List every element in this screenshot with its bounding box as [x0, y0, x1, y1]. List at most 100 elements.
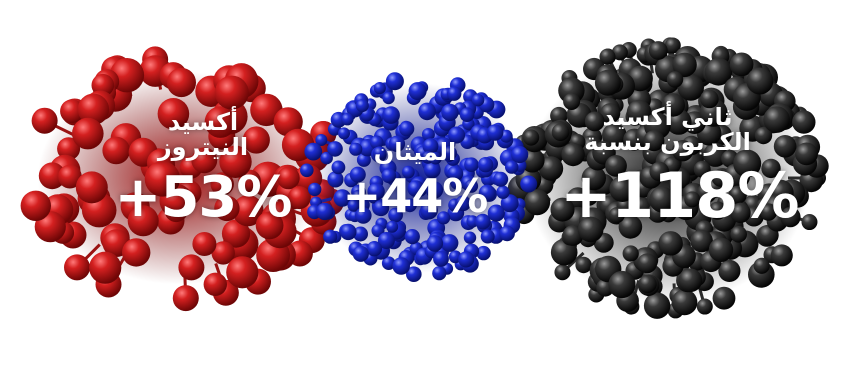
- ch4-atom: [455, 195, 471, 212]
- co2-atom: [605, 155, 627, 177]
- ch4-atom: [511, 146, 529, 164]
- ch4-atom: [478, 184, 496, 202]
- ch4-atom: [392, 257, 411, 275]
- n2o-atom: [242, 126, 270, 154]
- co2-atom: [661, 93, 685, 117]
- ch4-atom: [382, 91, 395, 105]
- n2o-value: +53%: [114, 165, 293, 231]
- n2o-atom: [226, 256, 259, 289]
- ch4-atom: [403, 198, 417, 213]
- ch4-atom: [355, 99, 369, 113]
- co2-atom: [759, 203, 778, 221]
- co2-atom: [643, 292, 671, 319]
- ch4-molecule-cluster: [300, 72, 538, 283]
- co2-atom: [611, 44, 628, 61]
- n2o-atom: [287, 186, 311, 210]
- co2-atom: [648, 41, 668, 60]
- ch4-atom: [349, 166, 366, 183]
- co2-atom: [666, 71, 684, 88]
- n2o-atom: [127, 205, 159, 237]
- ch4-atom: [496, 185, 510, 199]
- co2-atom: [602, 123, 627, 148]
- ch4-atom: [320, 151, 333, 165]
- n2o-atom: [214, 75, 249, 110]
- co2-atom: [664, 37, 681, 54]
- n2o-atom: [38, 162, 66, 190]
- ch4-atom: [441, 103, 459, 122]
- ch4-value: +44%: [342, 169, 489, 224]
- co2-atom: [631, 196, 652, 218]
- co2-atom: [792, 110, 816, 134]
- ch4-atom: [407, 180, 425, 198]
- co2-name-line2: الكربون بنسبة: [584, 128, 751, 157]
- co2-atom: [524, 189, 551, 216]
- n2o-atom: [144, 161, 181, 197]
- co2-molecule-cluster: [507, 37, 829, 319]
- co2-atom: [600, 103, 621, 124]
- n2o-atom: [172, 285, 199, 312]
- co2-atom: [637, 253, 658, 274]
- ch4-atom: [352, 245, 369, 262]
- ch4-atom: [323, 229, 338, 244]
- co2-name-line1: ثاني أكسيد: [602, 103, 733, 131]
- ch4-atom: [520, 175, 538, 193]
- ch4-atom: [356, 152, 371, 167]
- n2o-atom: [255, 211, 284, 240]
- ch4-atom: [420, 201, 438, 220]
- ch4-atom: [381, 168, 397, 184]
- ch4-atom: [366, 241, 383, 257]
- ch4-atom: [440, 234, 459, 252]
- ch4-atom: [308, 182, 322, 197]
- n2o-atom: [203, 272, 227, 296]
- ch4-atom: [447, 86, 462, 101]
- ch4-atom: [377, 232, 395, 249]
- co2-atom: [712, 286, 736, 310]
- ch4-atom: [300, 163, 314, 178]
- co2-atom: [704, 58, 733, 86]
- ch4-atom: [373, 199, 390, 217]
- co2-atom: [672, 140, 694, 162]
- ch4-atom: [338, 127, 350, 140]
- n2o-atom: [221, 219, 251, 248]
- ch4-atom: [421, 128, 435, 141]
- n2o-atom: [57, 137, 81, 161]
- ch4-atom: [386, 220, 399, 233]
- n2o-atom: [77, 93, 110, 126]
- ch4-atom: [372, 146, 387, 160]
- n2o-atom: [214, 195, 240, 222]
- n2o-atom: [89, 251, 122, 284]
- co2-atom: [523, 129, 540, 146]
- co2-atom: [551, 123, 570, 141]
- n2o-atom: [72, 117, 104, 150]
- co2-atom: [770, 244, 793, 267]
- ch4-atom: [327, 141, 343, 157]
- co2-atom: [708, 201, 727, 220]
- co2-atom: [729, 52, 754, 77]
- co2-atom: [795, 142, 818, 166]
- n2o-molecule-cluster: [20, 46, 345, 312]
- co2-atom: [684, 191, 701, 208]
- ch4-name: الميثان: [373, 138, 457, 166]
- ch4-atom: [499, 225, 515, 242]
- ch4-atom: [304, 142, 323, 161]
- co2-atom: [577, 216, 604, 243]
- n2o-atom: [58, 164, 82, 189]
- ch4-atom: [331, 160, 346, 175]
- n2o-atom: [211, 241, 235, 265]
- n2o-atom: [210, 172, 234, 196]
- n2o-atom: [232, 195, 264, 227]
- co2-atom: [638, 275, 657, 294]
- ch4-atom: [433, 251, 449, 267]
- co2-atom: [801, 214, 818, 231]
- ch4-atom: [418, 102, 436, 121]
- co2-atom: [728, 185, 747, 204]
- co2-atom: [599, 48, 616, 65]
- n2o-atom: [178, 254, 205, 281]
- co2-atom: [609, 176, 636, 202]
- ch4-atom: [353, 226, 368, 242]
- co2-atom: [761, 158, 781, 179]
- n2o-atom: [191, 147, 218, 174]
- co2-value: +118%: [560, 159, 800, 233]
